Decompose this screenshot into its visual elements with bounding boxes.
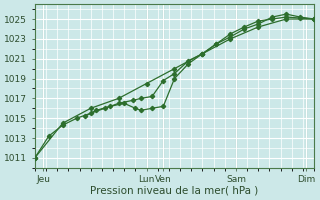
X-axis label: Pression niveau de la mer( hPa ): Pression niveau de la mer( hPa ) <box>90 186 259 196</box>
